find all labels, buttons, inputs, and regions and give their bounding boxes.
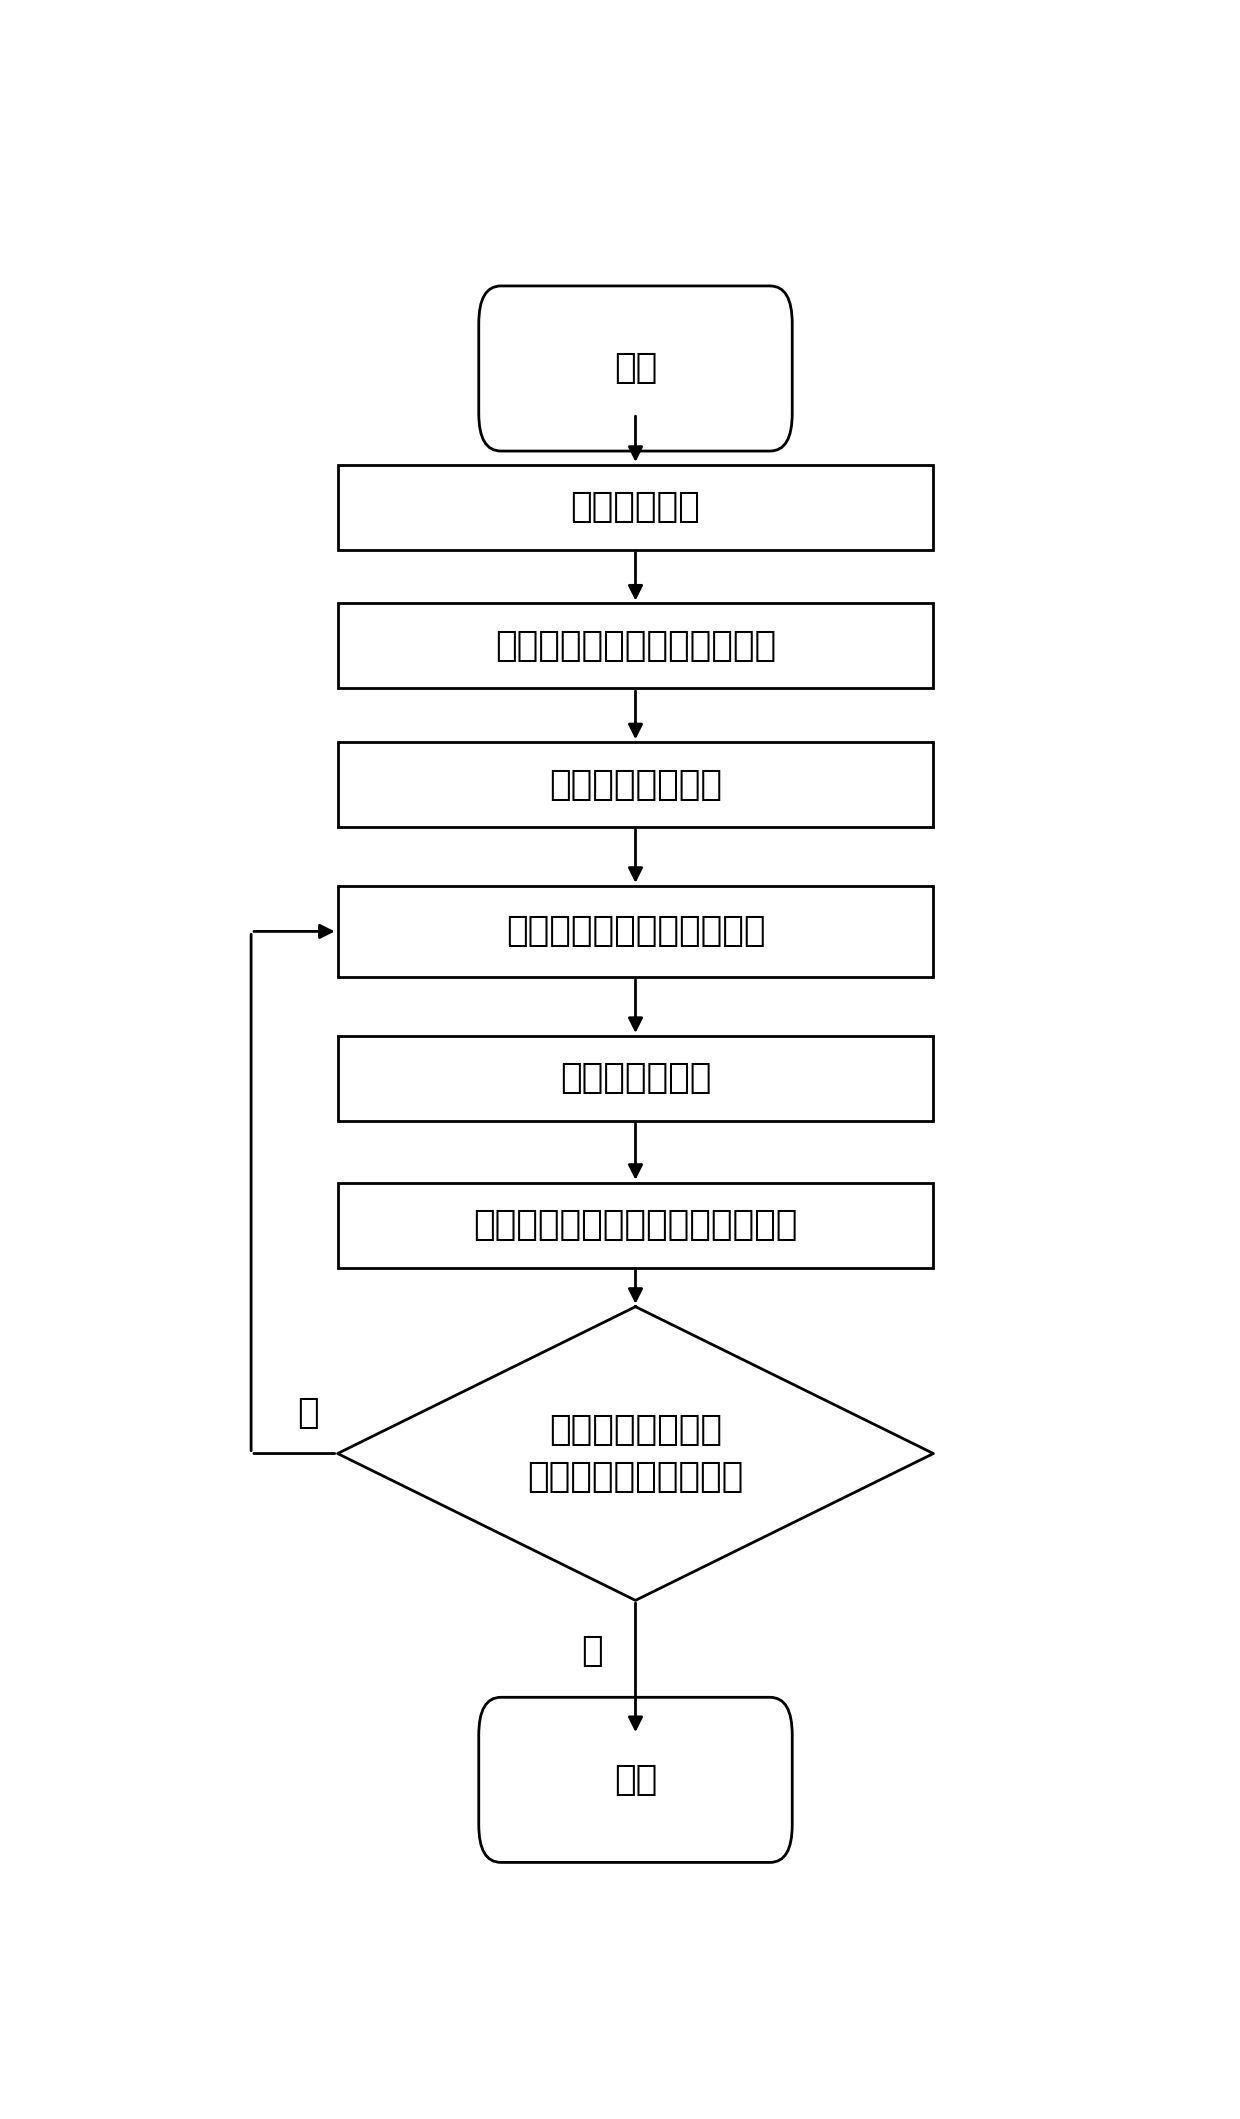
- Text: 求解短路点电流: 求解短路点电流: [559, 1062, 712, 1096]
- Text: 是: 是: [582, 1634, 603, 1668]
- Text: 构建等值网络、求解等值参数: 构建等值网络、求解等值参数: [495, 629, 776, 663]
- Text: 开始: 开始: [614, 352, 657, 386]
- FancyBboxPatch shape: [479, 286, 792, 451]
- FancyBboxPatch shape: [337, 464, 934, 549]
- FancyBboxPatch shape: [337, 886, 934, 977]
- Text: 结束: 结束: [614, 1763, 657, 1797]
- Text: 否: 否: [296, 1396, 319, 1430]
- Polygon shape: [337, 1307, 934, 1600]
- FancyBboxPatch shape: [337, 742, 934, 826]
- Text: 是否完成内网所有
节点依次设置三相短路: 是否完成内网所有 节点依次设置三相短路: [527, 1413, 744, 1494]
- FancyBboxPatch shape: [479, 1697, 792, 1863]
- FancyBboxPatch shape: [337, 1182, 934, 1267]
- Text: 求解节点阻抗矩阵: 求解节点阻抗矩阵: [549, 767, 722, 801]
- Text: 选取内网节点设置三相短路: 选取内网节点设置三相短路: [506, 915, 765, 949]
- FancyBboxPatch shape: [337, 604, 934, 689]
- FancyBboxPatch shape: [337, 1036, 934, 1121]
- Text: 输入网络数据: 输入网络数据: [570, 489, 701, 523]
- Text: 求解节点短路电压、支路短路电流: 求解节点短路电压、支路短路电流: [474, 1208, 797, 1242]
